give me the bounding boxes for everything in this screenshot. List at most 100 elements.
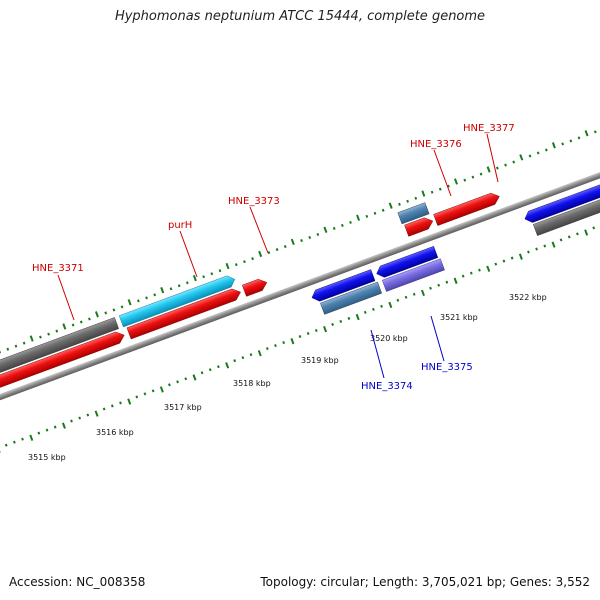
major-tick [454, 178, 458, 185]
major-tick [62, 323, 67, 330]
minor-tick [567, 235, 571, 239]
minor-tick [55, 329, 59, 333]
minor-tick [283, 245, 287, 249]
leader-line [486, 133, 499, 183]
minor-tick [78, 416, 82, 420]
major-tick [225, 362, 230, 369]
minor-tick [536, 151, 540, 155]
gene-arrow-steel-reverse[interactable] [320, 281, 382, 315]
gene-arrow-hne3375[interactable] [381, 258, 445, 292]
minor-tick [445, 280, 449, 284]
minor-tick [528, 154, 532, 158]
gene-label-hne3375[interactable]: HNE_3375 [421, 362, 473, 373]
gene-label-hne3376[interactable]: HNE_3376 [410, 139, 462, 150]
minor-tick [316, 232, 320, 236]
gene-arrow-hne3377[interactable] [433, 191, 502, 226]
minor-tick [22, 341, 26, 345]
forward-scale-ticks [0, 130, 597, 354]
minor-tick [217, 365, 220, 369]
major-tick [127, 398, 132, 405]
minor-tick [471, 175, 475, 179]
reverse-gene-track [310, 178, 600, 315]
minor-tick [592, 226, 596, 230]
minor-tick [282, 341, 286, 345]
minor-tick [45, 428, 49, 432]
tick-label: 3521 kbp [440, 313, 478, 322]
minor-tick [365, 214, 369, 218]
minor-tick [502, 259, 506, 263]
minor-tick [300, 238, 303, 243]
minor-tick [176, 380, 179, 384]
minor-tick [241, 356, 245, 360]
minor-tick [234, 263, 238, 267]
minor-tick [110, 404, 114, 408]
major-tick [159, 386, 164, 393]
gene-arrow-red-forward[interactable] [0, 330, 126, 398]
major-tick [486, 166, 491, 173]
gene-arrow-hne3376[interactable] [404, 215, 435, 237]
gene-arrow-blue-reverse[interactable] [375, 246, 439, 279]
minor-tick [243, 260, 246, 264]
major-tick [94, 410, 99, 417]
minor-tick [373, 211, 377, 215]
gene-label-hne3371[interactable]: HNE_3371 [32, 263, 84, 274]
gene-arrow-hne3373[interactable] [241, 277, 269, 297]
gene-arrow-blue-right[interactable] [523, 178, 600, 224]
tick-label: 3515 kbp [28, 453, 66, 462]
minor-tick [71, 323, 75, 327]
minor-tick [275, 248, 279, 252]
gene-label-hne3374[interactable]: HNE_3374 [361, 381, 413, 392]
gene-arrow-cyan-forward[interactable] [118, 274, 237, 328]
minor-tick [576, 232, 579, 236]
minor-tick [381, 208, 385, 212]
minor-tick [274, 344, 277, 348]
major-tick [388, 202, 393, 209]
minor-tick [88, 317, 91, 321]
minor-tick [494, 262, 498, 266]
major-tick [518, 253, 523, 260]
gene-arrow-purh[interactable] [126, 286, 243, 340]
minor-tick [185, 281, 189, 285]
minor-tick [463, 178, 467, 182]
minor-tick [430, 190, 434, 194]
major-tick [323, 325, 328, 333]
minor-tick [398, 202, 401, 206]
minor-tick [112, 308, 116, 312]
gene-label-purh[interactable]: purH [168, 220, 192, 231]
minor-tick [70, 419, 73, 423]
minor-tick [569, 139, 573, 143]
major-tick [160, 287, 165, 294]
minor-tick [184, 377, 188, 381]
minor-tick [429, 286, 432, 290]
minor-tick [14, 344, 18, 348]
minor-tick [249, 353, 253, 357]
tick-label: 3519 kbp [301, 356, 339, 365]
major-tick [355, 313, 360, 321]
minor-tick [543, 244, 547, 248]
major-tick [551, 241, 556, 248]
gene-arrow-hne3374[interactable] [310, 269, 376, 304]
major-tick [127, 299, 132, 306]
gene-label-hne3373[interactable]: HNE_3373 [228, 196, 280, 207]
leader-line [57, 274, 75, 321]
minor-tick [331, 322, 334, 326]
gene-arrow-steel-forward[interactable] [397, 202, 430, 225]
minor-tick [6, 347, 10, 351]
minor-tick [210, 272, 214, 276]
minor-tick [47, 332, 50, 336]
gene-arrow-gray-forward[interactable] [0, 317, 119, 385]
minor-tick [412, 292, 416, 296]
major-tick [258, 250, 263, 258]
major-tick [356, 214, 361, 221]
gene-arrow-gray-reverse[interactable] [532, 191, 600, 236]
gene-label-hne3377[interactable]: HNE_3377 [463, 123, 515, 134]
minor-tick [437, 283, 441, 287]
leader-line [179, 230, 198, 278]
minor-tick [478, 268, 481, 272]
major-tick [0, 446, 1, 454]
major-tick [29, 434, 34, 441]
minor-tick [339, 319, 343, 323]
leader-line [433, 149, 452, 197]
major-tick [290, 238, 295, 246]
